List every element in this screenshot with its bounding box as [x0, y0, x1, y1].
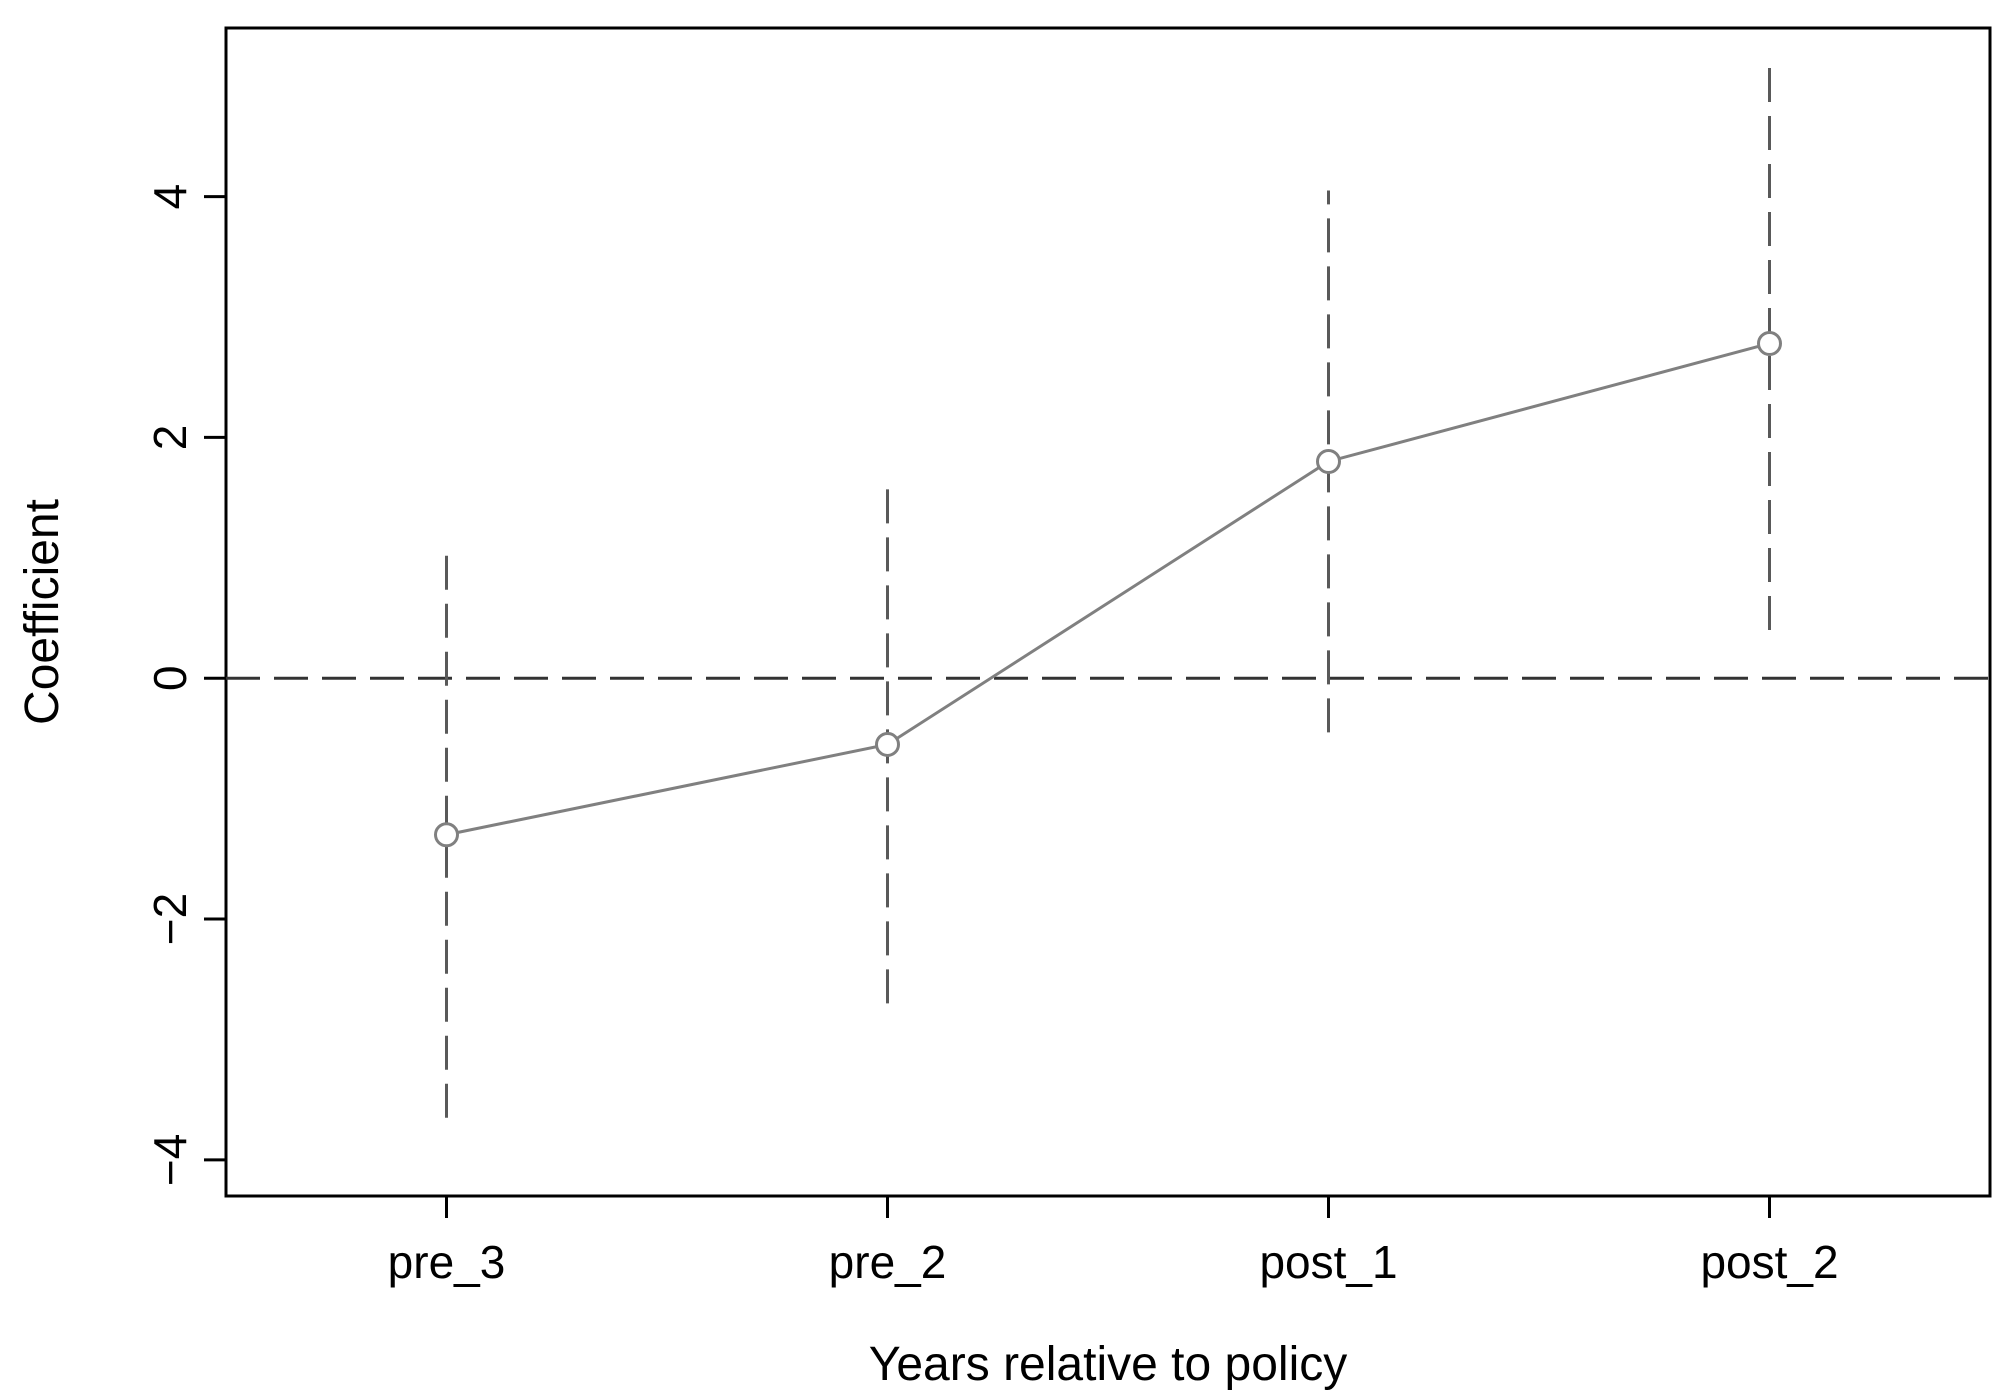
y-tick-label: 2	[144, 425, 196, 451]
y-axis-title: Coefficient	[16, 499, 69, 725]
x-axis: pre_3 pre_2 post_1 post_2	[388, 1196, 1839, 1288]
x-tick-label: pre_3	[388, 1236, 506, 1288]
series-line	[446, 342, 1770, 837]
y-tick-label: 4	[144, 184, 196, 210]
y-tick-label: −4	[144, 1134, 196, 1186]
y-axis: −4 −2 0 2 4	[144, 184, 226, 1186]
confidence-intervals	[445, 54, 1771, 1118]
x-tick-label: pre_2	[829, 1236, 947, 1288]
data-point	[1757, 330, 1782, 356]
data-point	[1316, 448, 1341, 474]
x-tick-label: post_2	[1700, 1236, 1838, 1288]
data-point	[875, 731, 900, 757]
data-point	[434, 822, 459, 848]
plot-frame	[224, 26, 1992, 1198]
y-tick-label: 0	[144, 665, 196, 691]
y-tick-label: −2	[144, 893, 196, 945]
series-markers	[434, 330, 1782, 848]
series-line-layer	[446, 342, 1770, 837]
x-tick-label: post_1	[1259, 1236, 1397, 1288]
x-axis-title: Years relative to policy	[869, 1338, 1347, 1391]
